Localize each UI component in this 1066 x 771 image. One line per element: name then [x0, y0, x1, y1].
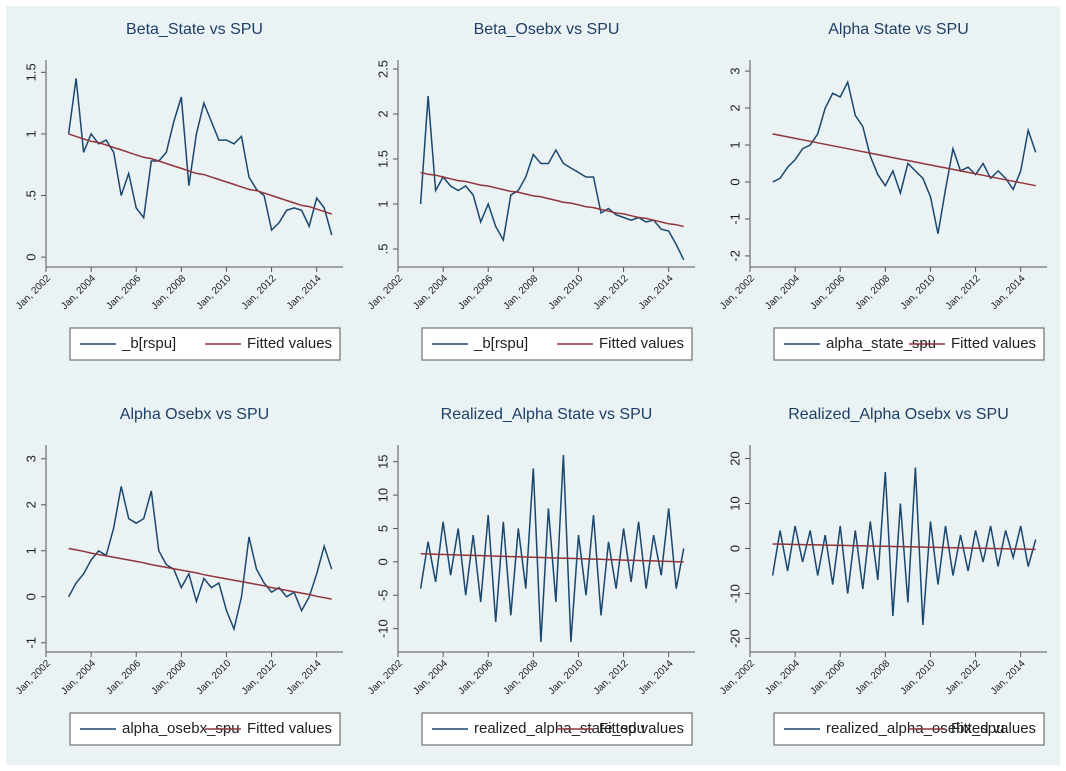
y-tick-label: 0: [23, 254, 38, 261]
y-tick-label: 1.5: [23, 63, 38, 81]
y-tick-label: -5: [375, 589, 390, 601]
y-tick-label: 20: [727, 451, 742, 465]
series-line: [68, 133, 332, 215]
legend-label: _b[rspu]: [473, 335, 528, 352]
y-tick-label: 1: [375, 200, 390, 207]
y-tick-label: -10: [375, 619, 390, 638]
y-tick-label: -2: [727, 250, 742, 262]
series-line: [772, 133, 1036, 187]
legend-label: Fitted values: [247, 335, 332, 352]
series-line: [420, 553, 684, 563]
legend-label: _b[rspu]: [121, 335, 176, 352]
series-line: [67, 78, 333, 236]
y-tick-label: .5: [375, 244, 390, 255]
series-line: [420, 171, 684, 228]
y-tick-label: 15: [375, 454, 390, 468]
legend-label: Fitted values: [247, 720, 332, 737]
y-tick-label: 2: [23, 501, 38, 508]
y-tick-label: 5: [375, 525, 390, 532]
chart-title: Realized_Alpha Osebx vs SPU: [788, 406, 1009, 423]
y-tick-label: 1: [23, 547, 38, 554]
y-tick-label: -10: [727, 584, 742, 603]
legend-label: Fitted values: [599, 720, 684, 737]
legend-label: Fitted values: [951, 720, 1036, 737]
legend-label: Fitted values: [951, 335, 1036, 352]
y-tick-label: 0: [727, 545, 742, 552]
chart-title: Beta_Osebx vs SPU: [474, 21, 620, 38]
y-tick-label: -1: [23, 637, 38, 649]
y-tick-label: 1.5: [375, 150, 390, 168]
y-tick-label: 2.5: [375, 60, 390, 78]
legend-label: alpha_osebx_spu: [122, 720, 240, 737]
chart-title: Beta_State vs SPU: [126, 21, 263, 38]
series-line: [772, 543, 1036, 551]
y-tick-label: .5: [23, 190, 38, 201]
legend-label: Fitted values: [599, 335, 684, 352]
y-tick-label: 10: [727, 496, 742, 510]
y-tick-label: 1: [727, 141, 742, 148]
chart-title: Realized_Alpha State vs SPU: [441, 406, 653, 423]
y-tick-label: 1: [23, 130, 38, 137]
y-tick-label: 2: [727, 104, 742, 111]
legend-label: alpha_state_spu: [826, 335, 936, 352]
y-tick-label: 0: [727, 178, 742, 185]
y-tick-label: 10: [375, 488, 390, 502]
series-line: [67, 486, 333, 632]
chart-title: Alpha Osebx vs SPU: [120, 406, 269, 423]
y-tick-label: 0: [23, 593, 38, 600]
graph-region: [6, 6, 1060, 765]
y-tick-label: -20: [727, 629, 742, 648]
y-tick-label: 2: [375, 110, 390, 117]
series-line: [771, 467, 1037, 626]
chart-title: Alpha State vs SPU: [828, 21, 969, 38]
y-tick-label: -1: [727, 213, 742, 225]
series-line: [68, 547, 332, 600]
y-tick-label: 3: [727, 67, 742, 74]
y-tick-label: 0: [375, 558, 390, 565]
series-line: [419, 454, 685, 643]
y-tick-label: 3: [23, 455, 38, 462]
